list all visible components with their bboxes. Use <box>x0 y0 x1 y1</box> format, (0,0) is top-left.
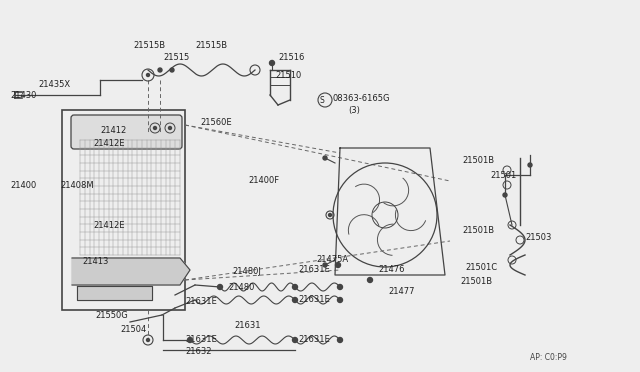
Text: 21631E: 21631E <box>298 336 330 344</box>
Text: 21412E: 21412E <box>93 221 125 230</box>
Text: 21515: 21515 <box>163 52 189 61</box>
Text: 08363-6165G: 08363-6165G <box>333 93 390 103</box>
Text: 21501B: 21501B <box>462 225 494 234</box>
Circle shape <box>323 263 327 267</box>
Text: 21632: 21632 <box>185 347 211 356</box>
Bar <box>62 110 185 310</box>
Text: 21515B: 21515B <box>195 41 227 49</box>
Circle shape <box>528 163 532 167</box>
Text: (3): (3) <box>348 106 360 115</box>
Text: 21560E: 21560E <box>200 118 232 126</box>
Circle shape <box>367 278 372 282</box>
Text: 21503: 21503 <box>525 232 552 241</box>
Text: 21550G: 21550G <box>95 311 128 321</box>
Text: 21476: 21476 <box>378 266 404 275</box>
Circle shape <box>147 339 150 341</box>
Text: 21516: 21516 <box>278 52 305 61</box>
Text: 21480J: 21480J <box>232 267 261 276</box>
Circle shape <box>269 61 275 65</box>
Circle shape <box>337 285 342 289</box>
Circle shape <box>170 68 174 72</box>
Text: 21477: 21477 <box>388 288 415 296</box>
Circle shape <box>292 337 298 343</box>
Text: 21631E: 21631E <box>298 266 330 275</box>
Circle shape <box>292 298 298 302</box>
Text: 21631E: 21631E <box>185 336 217 344</box>
FancyBboxPatch shape <box>71 115 182 149</box>
Circle shape <box>335 263 340 267</box>
Text: S: S <box>319 96 324 105</box>
Circle shape <box>218 285 223 289</box>
Text: 21510: 21510 <box>275 71 301 80</box>
Polygon shape <box>77 286 152 300</box>
Text: 21400: 21400 <box>10 180 36 189</box>
Text: 21501B: 21501B <box>460 278 492 286</box>
Circle shape <box>154 126 157 129</box>
Circle shape <box>158 68 162 72</box>
Circle shape <box>337 298 342 302</box>
Text: 21413: 21413 <box>82 257 108 266</box>
Circle shape <box>147 74 150 77</box>
Text: 21504: 21504 <box>120 326 147 334</box>
Text: 21412: 21412 <box>100 125 126 135</box>
Text: 21480: 21480 <box>228 283 254 292</box>
Polygon shape <box>72 258 190 285</box>
Text: 21475A: 21475A <box>316 256 348 264</box>
Text: 21631E: 21631E <box>298 295 330 305</box>
Text: 21435X: 21435X <box>38 80 70 89</box>
Circle shape <box>328 214 332 217</box>
Text: 21400F: 21400F <box>248 176 279 185</box>
Text: 21515B: 21515B <box>133 41 165 49</box>
Text: AP: C0:P9: AP: C0:P9 <box>530 353 567 362</box>
Text: 21631: 21631 <box>234 321 260 330</box>
Text: 21408M: 21408M <box>60 180 93 189</box>
Circle shape <box>292 285 298 289</box>
Circle shape <box>323 156 327 160</box>
Circle shape <box>503 193 507 197</box>
Circle shape <box>168 126 172 129</box>
Circle shape <box>337 337 342 343</box>
Text: 21412E: 21412E <box>93 138 125 148</box>
Text: 21501: 21501 <box>490 170 516 180</box>
Text: 21501C: 21501C <box>465 263 497 273</box>
Text: 21430: 21430 <box>10 90 36 99</box>
Text: 21631E: 21631E <box>185 298 217 307</box>
Circle shape <box>188 337 193 343</box>
Text: 21501B: 21501B <box>462 155 494 164</box>
